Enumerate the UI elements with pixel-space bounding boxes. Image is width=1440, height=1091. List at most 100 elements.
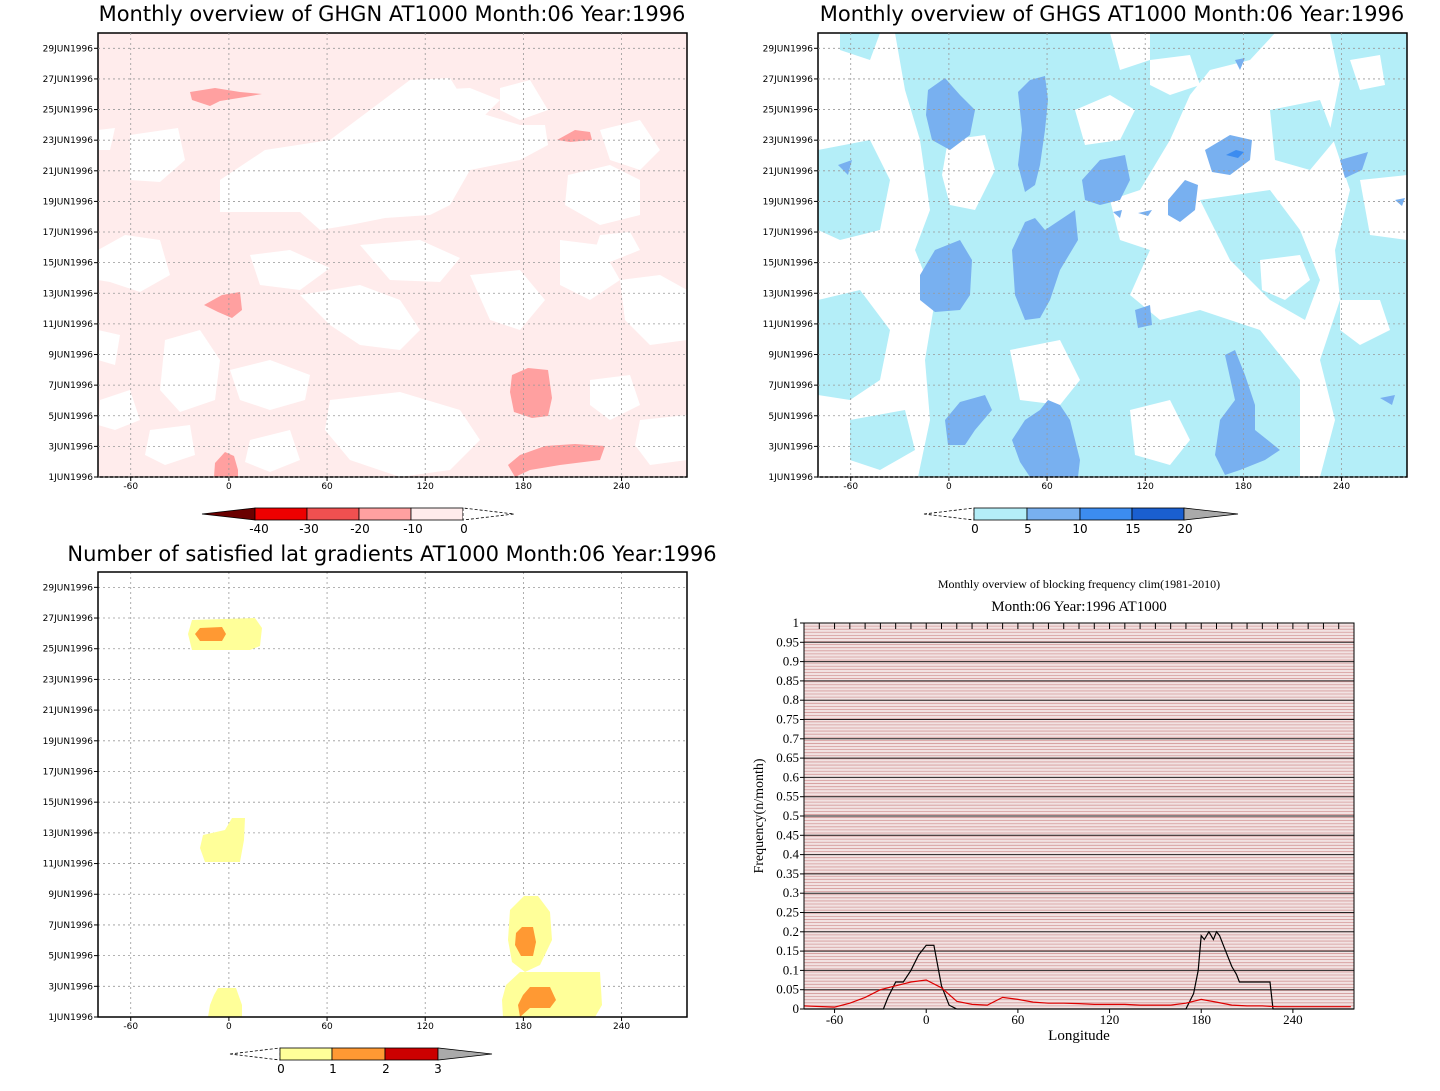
blocking-x-tick-label: 60	[1011, 1012, 1024, 1027]
ghgn-colorbar-label: -10	[403, 522, 423, 536]
ghgn-y-tick-label: 5JUN1996	[48, 412, 93, 422]
ghgs-x-tick-label: 60	[1041, 482, 1053, 492]
ghgn-y-tick-label: 11JUN1996	[43, 320, 94, 330]
gradients-plot-frame	[97, 571, 688, 1018]
gradients-y-tick-label: 23JUN1996	[43, 675, 94, 685]
gradients-x-tick-label: 120	[417, 1022, 434, 1032]
panel-ghgn: Monthly overview of GHGN AT1000 Month:06…	[43, 2, 688, 536]
ghgs-y-tick-label: 11JUN1996	[763, 320, 814, 330]
gradients-x-tick-label: 180	[515, 1022, 532, 1032]
gradients-colorbar-label: 3	[434, 1062, 442, 1076]
gradients-colorbar-bin	[384, 1047, 439, 1061]
blocking-y-tick-label: 0.6	[783, 769, 800, 784]
ghgs-strong-blob	[1226, 150, 1244, 158]
gradients-y-tick-label: 5JUN1996	[48, 952, 93, 962]
ghgs-y-tick-label: 5JUN1996	[768, 412, 813, 422]
gradients-axes: -60 0 60 120 180 240 1JUN1996 3JUN1996 5JUN1996 7…	[43, 572, 687, 1032]
blocking-y-tick-label: 0.7	[783, 731, 800, 746]
ghgn-y-tick-label: 9JUN1996	[48, 351, 93, 361]
blocking-y-tick-label: 0.35	[776, 866, 799, 881]
blocking-y-tick-label: 0.4	[783, 847, 800, 862]
gradients-x-tick-label: -60	[123, 1022, 138, 1032]
gradients-colorbar: 0 1 2 3	[229, 1047, 493, 1076]
blocking-y-tick-label: 0.5	[783, 808, 799, 823]
ghgs-y-tick-label: 15JUN1996	[763, 259, 814, 269]
ghgs-y-tick-label: 7JUN1996	[768, 381, 813, 391]
ghgs-colorbar-upper-arrow	[1183, 507, 1239, 521]
panel-ghgs-title: Monthly overview of GHGS AT1000 Month:06…	[820, 2, 1404, 26]
ghgs-colorbar: 0 5 10 15 20	[923, 507, 1239, 536]
ghgn-x-tick-label: 180	[515, 482, 532, 492]
blocking-y-tick-label: 0.2	[783, 924, 799, 939]
ghgn-plot-frame	[97, 32, 688, 478]
blocking-y-tick-label: 0	[793, 1001, 800, 1016]
ghgs-colorbar-bin	[1131, 507, 1185, 521]
ghgn-y-tick-label: 21JUN1996	[43, 167, 94, 177]
ghgs-x-tick-label: 120	[1137, 482, 1154, 492]
ghgs-plot-frame	[817, 32, 1408, 478]
ghgn-colorbar-label: 0	[460, 522, 468, 536]
ghgs-colorbar-label: 5	[1024, 522, 1032, 536]
ghgn-axes: -60 0 60 120 180 240 1JUN1996 3JUN1996 5JUN1996 7…	[43, 33, 687, 492]
ghgn-colorbar-upper-arrow	[462, 507, 515, 521]
ghgn-y-tick-label: 13JUN1996	[43, 289, 94, 299]
ghgn-x-tick-label: 60	[321, 482, 333, 492]
ghgs-x-tick-label: 180	[1235, 482, 1252, 492]
ghgs-colorbar-label: 0	[971, 522, 979, 536]
blocking-y-tick-label: 0.95	[776, 634, 799, 649]
blocking-y-tick-label: 0.25	[776, 905, 799, 920]
gradients-y-tick-label: 15JUN1996	[43, 798, 94, 808]
ghgn-y-tick-label: 25JUN1996	[43, 106, 94, 116]
panel-gradients-title: Number of satisfied lat gradients AT1000…	[67, 542, 716, 566]
blocking-y-tick-label: 0.05	[776, 982, 799, 997]
blocking-ylabel: Frequency(n/month)	[752, 758, 767, 873]
blocking-y-tick-label: 1	[793, 615, 800, 630]
blocking-y-tick-label: 0.55	[776, 789, 799, 804]
ghgn-y-tick-label: 3JUN1996	[48, 442, 93, 452]
ghgn-y-tick-label: 7JUN1996	[48, 381, 93, 391]
gradients-y-tick-label: 9JUN1996	[48, 890, 93, 900]
gradients-x-tick-label: 240	[613, 1022, 630, 1032]
gradients-y-tick-label: 11JUN1996	[43, 860, 94, 870]
ghgn-colorbar-bin	[254, 507, 308, 521]
ghgs-y-tick-label: 13JUN1996	[763, 289, 814, 299]
ghgn-y-tick-label: 15JUN1996	[43, 259, 94, 269]
gradients-y-tick-label: 17JUN1996	[43, 767, 94, 777]
ghgs-y-tick-label: 23JUN1996	[763, 136, 814, 146]
blocking-y-tick-label: 0.3	[783, 885, 799, 900]
ghgs-y-tick-label: 17JUN1996	[763, 228, 814, 238]
blocking-y-tick-label: 0.8	[783, 692, 799, 707]
gradients-colorbar-lower-arrow	[229, 1047, 281, 1061]
blocking-y-tick-label: 0.65	[776, 750, 799, 765]
blocking-y-tick-label: 0.85	[776, 673, 799, 688]
blocking-plot-frame	[803, 622, 1355, 1010]
panel-ghgn-title: Monthly overview of GHGN AT1000 Month:06…	[99, 2, 686, 26]
ghgs-colorbar-bin	[1026, 507, 1081, 521]
blocking-x-tick-label: -60	[826, 1012, 843, 1027]
blocking-x-tick-label: 120	[1100, 1012, 1120, 1027]
ghgs-zero-holes	[942, 33, 1407, 465]
blocking-y-tick-label: 0.45	[776, 827, 799, 842]
ghgn-colorbar: -40 -30 -20 -10 0	[201, 507, 515, 536]
ghgn-x-tick-label: 120	[417, 482, 434, 492]
ghgs-medium-blobs	[838, 58, 1405, 477]
ghgn-colorbar-bin	[358, 507, 412, 521]
gradients-x-tick-label: 0	[226, 1022, 232, 1032]
ghgn-negative-patches	[190, 88, 605, 477]
panel-gradients: Number of satisfied lat gradients AT1000…	[43, 542, 717, 1076]
gradients-y-tick-label: 19JUN1996	[43, 737, 94, 747]
blocking-x-tick-label: 180	[1191, 1012, 1211, 1027]
blocking-series-red-line	[803, 979, 1351, 1008]
blocking-y-tick-label: 0.1	[783, 962, 799, 977]
gradients-colorbar-upper-arrow	[437, 1047, 493, 1061]
ghgs-y-tick-label: 9JUN1996	[768, 351, 813, 361]
ghgs-y-tick-label: 27JUN1996	[763, 75, 814, 85]
ghgs-y-tick-label: 3JUN1996	[768, 442, 813, 452]
gradients-x-tick-label: 60	[321, 1022, 333, 1032]
gradients-count-1-patches	[188, 618, 602, 1017]
gradients-colorbar-label: 2	[382, 1062, 390, 1076]
ghgn-x-tick-label: 0	[226, 482, 232, 492]
ghgn-y-tick-label: 23JUN1996	[43, 136, 94, 146]
blocking-title: Monthly overview of blocking frequency c…	[938, 577, 1220, 591]
blocking-x-tick-label: 240	[1283, 1012, 1303, 1027]
